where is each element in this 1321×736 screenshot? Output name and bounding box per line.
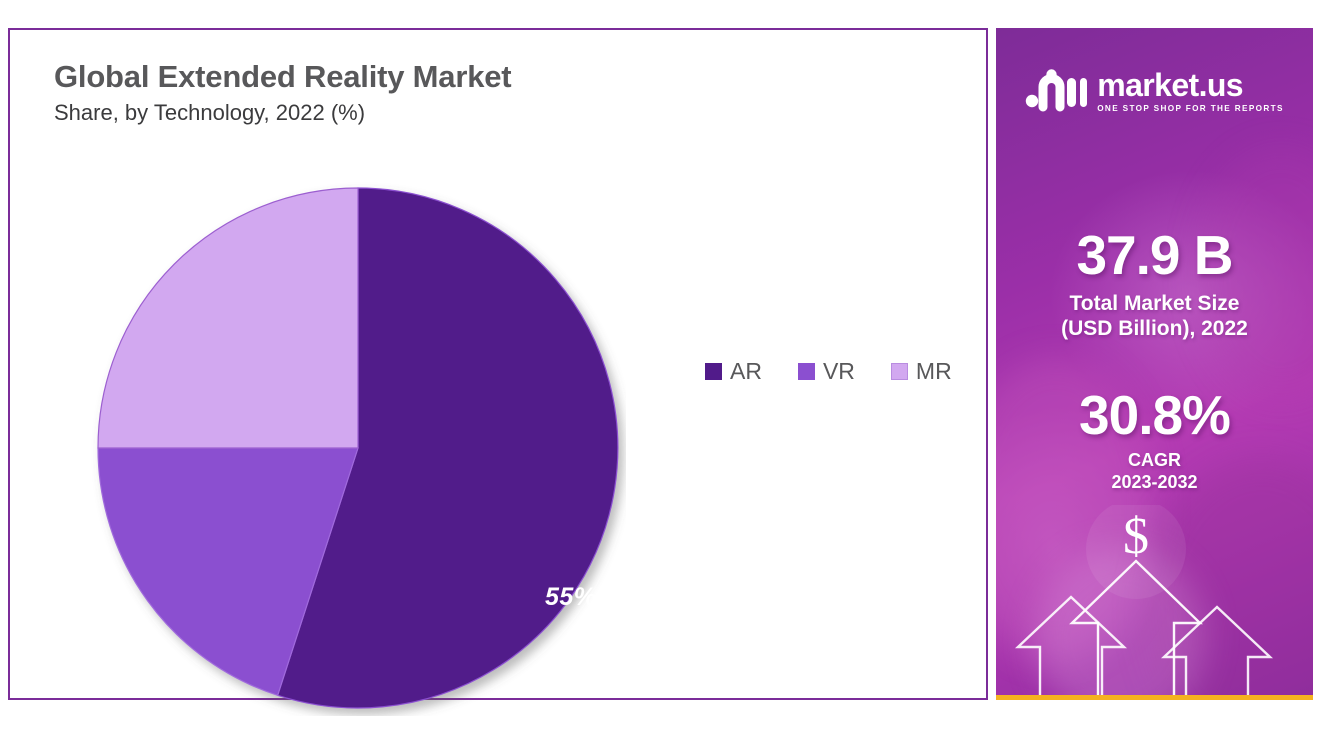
pie-chart: 55% (90, 180, 626, 716)
pie-slice-vr[interactable] (97, 447, 359, 697)
legend-item-ar[interactable]: AR (705, 360, 762, 383)
pie-slice-mr[interactable] (97, 187, 359, 449)
market-us-logo-icon (1026, 69, 1088, 112)
pie-slice-ar[interactable] (276, 187, 619, 709)
stat-panel: market.us ONE STOP SHOP FOR THE REPORTS … (996, 28, 1313, 700)
dollar-sign-icon: $ (1123, 508, 1149, 565)
legend-swatch-icon (705, 363, 722, 380)
up-arrow-icon (1014, 595, 1128, 695)
legend-item-vr[interactable]: VR (797, 358, 855, 384)
cagr-caption-line1: CAGR (1128, 450, 1181, 470)
legend-item-mr[interactable]: MR (890, 358, 952, 384)
legend-label-mr: MR (915, 358, 952, 384)
logo-wordmark: market.us (1097, 67, 1244, 103)
glow-circle (1086, 505, 1186, 599)
cagr-value: 30.8% (1079, 384, 1231, 446)
logo-tagline: ONE STOP SHOP FOR THE REPORTS (1097, 104, 1284, 113)
up-arrow-icon (1160, 605, 1274, 695)
market-size-stat: 37.9 B Total Market Size (USD Billion), … (996, 228, 1313, 342)
pie-chart-svg (97, 187, 619, 709)
pie-slices (97, 187, 619, 709)
title-block: Global Extended Reality Market Share, by… (54, 59, 754, 125)
legend-label-ar: AR (730, 358, 762, 384)
legend-swatch-icon (890, 363, 908, 380)
page-title: Global Extended Reality Market (54, 59, 512, 94)
growth-arrows-graphic: $ (1014, 505, 1274, 695)
legend: AR VR MR (705, 360, 952, 383)
market-size-caption-line1: Total Market Size (1069, 292, 1240, 315)
cagr-stat: 30.8% CAGR 2023-2032 (996, 388, 1313, 494)
chart-subtitle: Share, by Technology, 2022 (%) (54, 99, 366, 125)
chart-panel: Global Extended Reality Market Share, by… (8, 28, 988, 709)
brand-logo[interactable]: market.us ONE STOP SHOP FOR THE REPORTS (996, 68, 1313, 114)
market-size-value: 37.9 B (1076, 224, 1233, 286)
market-size-caption-line2: (USD Billion), 2022 (1061, 316, 1248, 340)
cagr-caption-line2: 2023-2032 (1111, 471, 1198, 492)
legend-swatch-icon (797, 363, 815, 380)
logo-text: market.us ONE STOP SHOP FOR THE REPORTS (1097, 69, 1284, 113)
legend-label-vr: VR (822, 358, 855, 384)
